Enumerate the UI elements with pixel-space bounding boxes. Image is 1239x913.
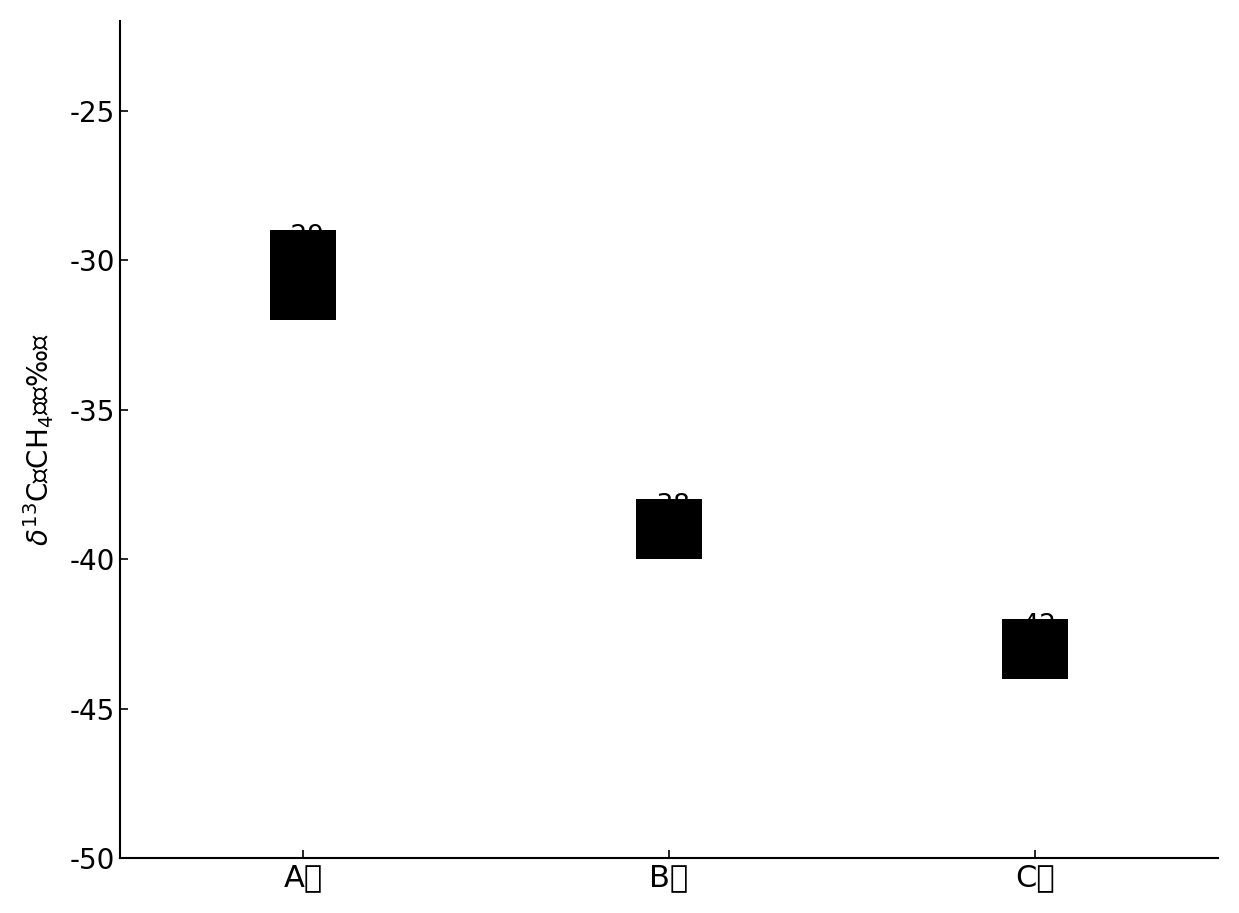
Bar: [270, 230, 336, 320]
Y-axis label: $\delta^{13}$C（CH$_4$）（‰）: $\delta^{13}$C（CH$_4$）（‰）: [21, 333, 56, 546]
Text: -38: -38: [648, 493, 690, 519]
Text: -40: -40: [648, 540, 690, 565]
Text: -32: -32: [281, 299, 325, 326]
Text: -42: -42: [1014, 613, 1057, 639]
Text: -29: -29: [281, 225, 325, 250]
Text: -44: -44: [1014, 659, 1057, 685]
Bar: [636, 499, 703, 559]
Bar: [1002, 619, 1068, 679]
